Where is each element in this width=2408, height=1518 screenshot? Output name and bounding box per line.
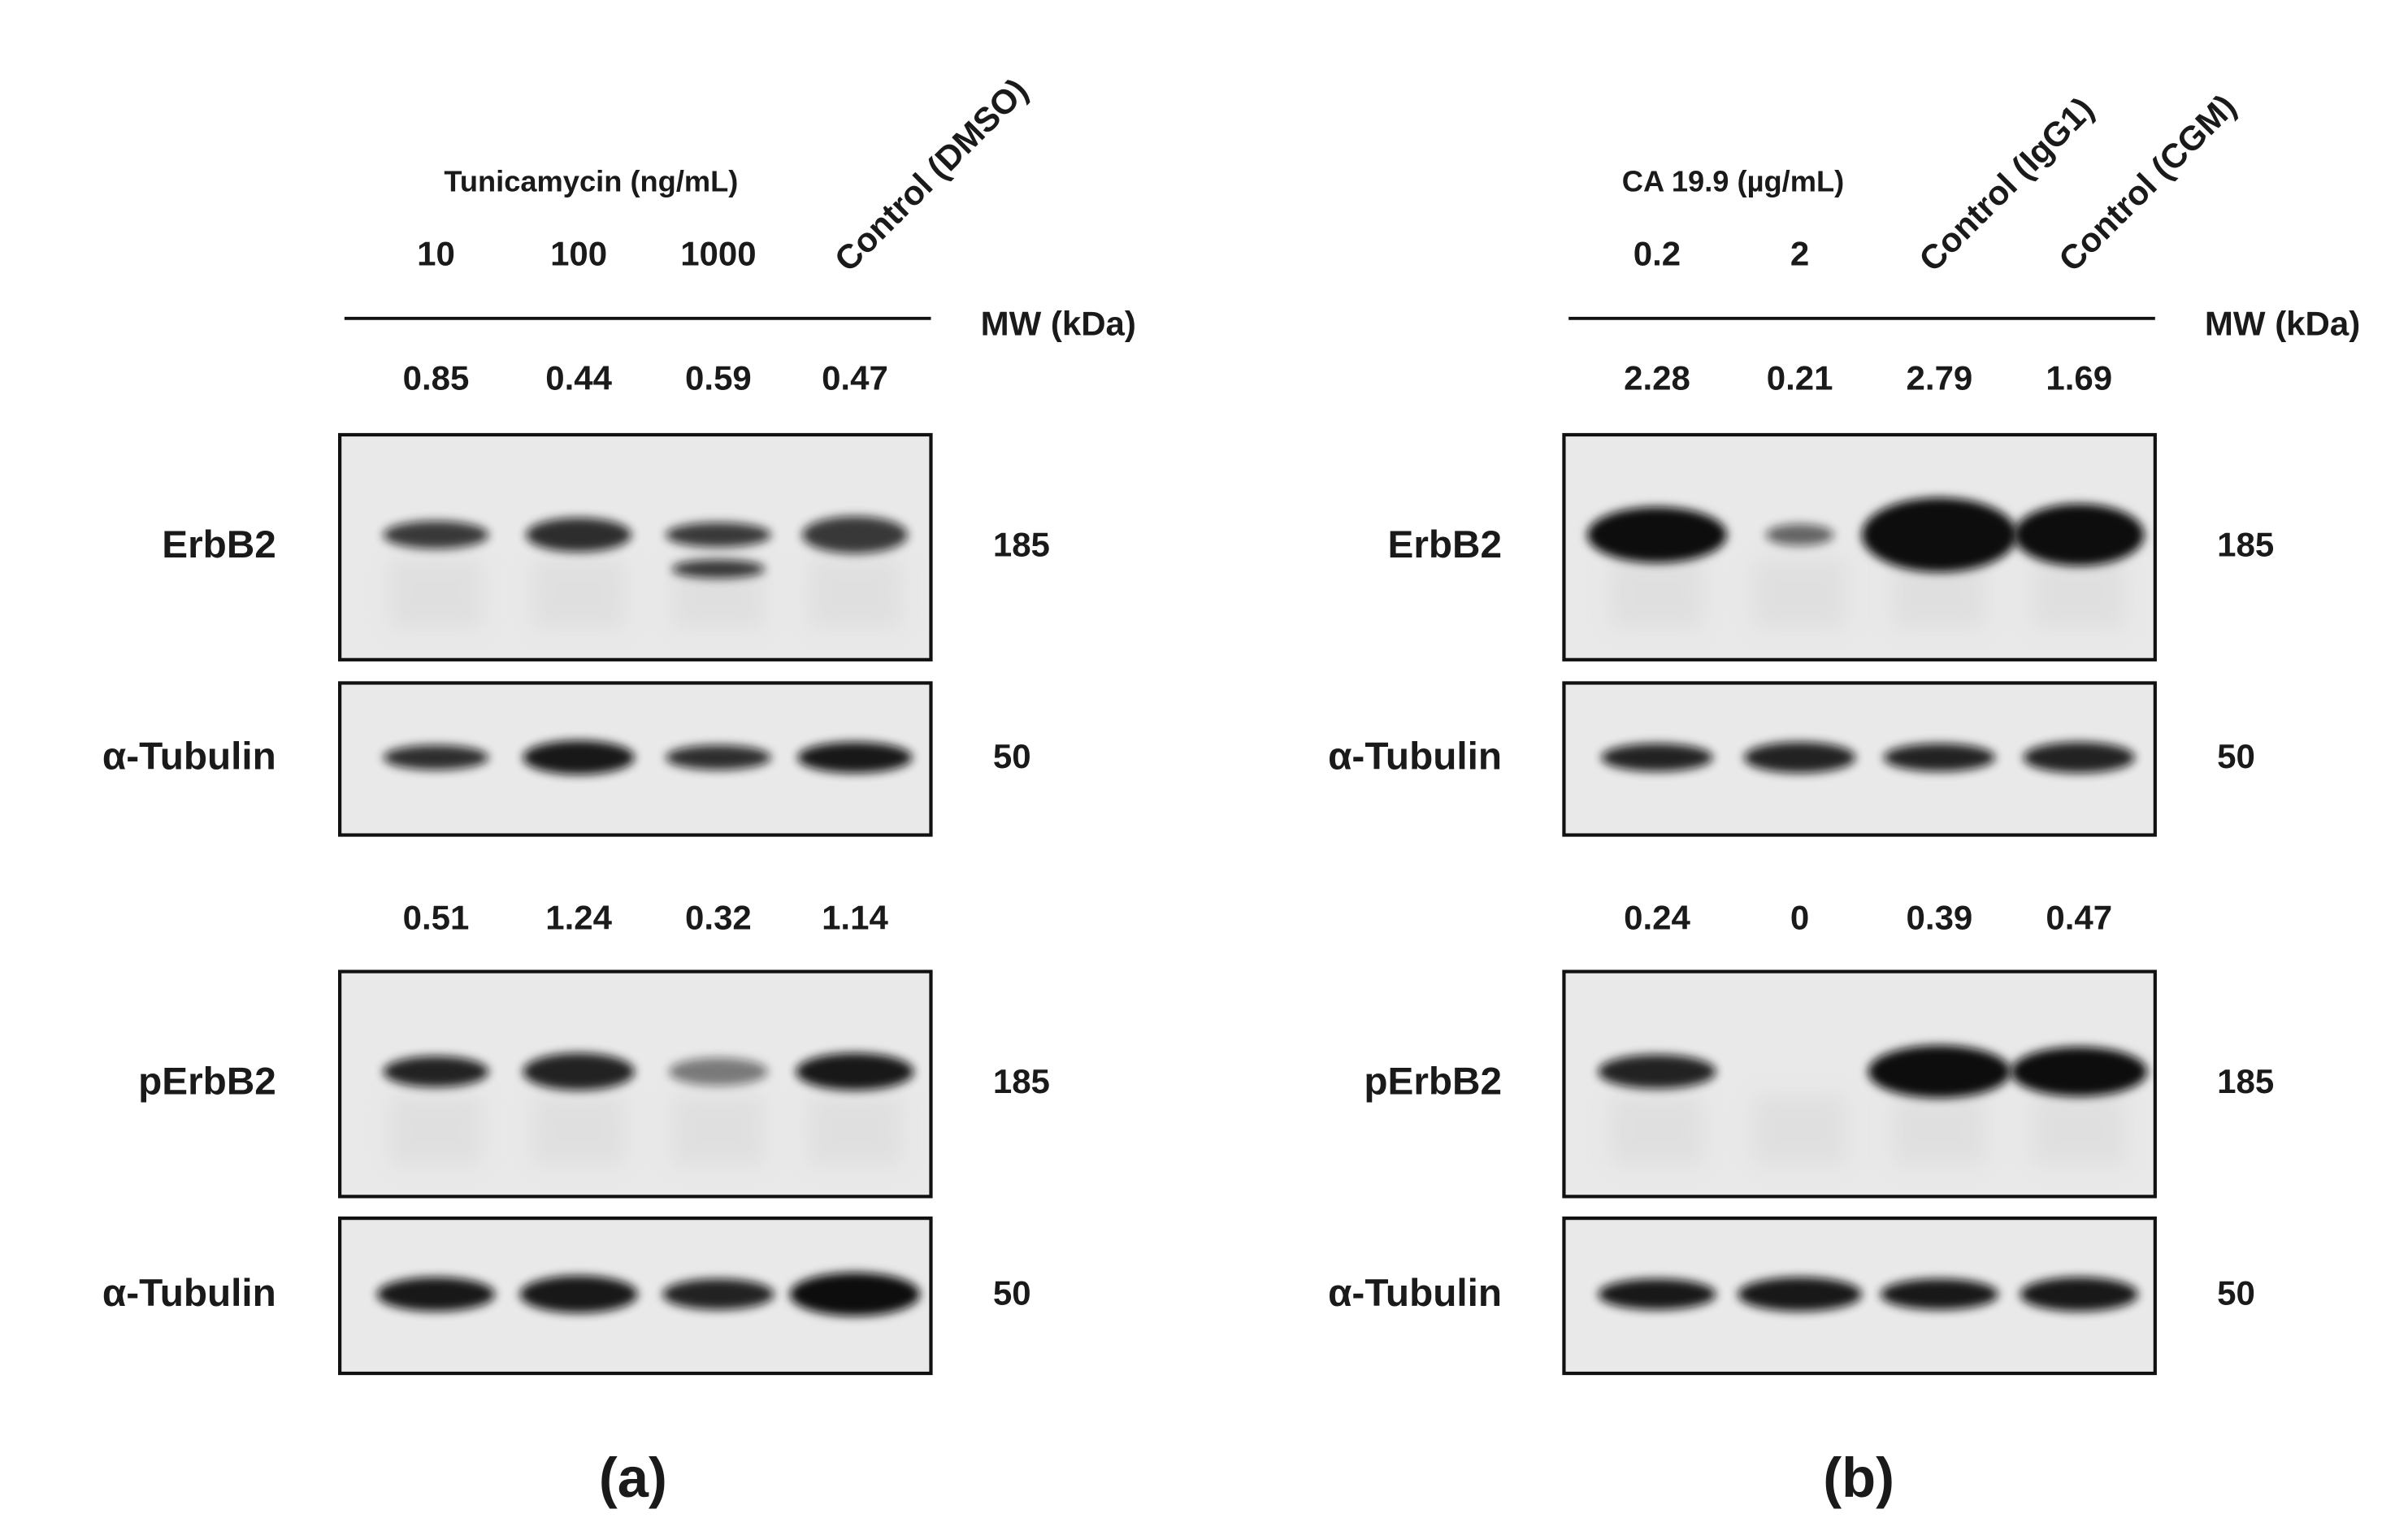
band: [1738, 1277, 1862, 1312]
band: [796, 1052, 914, 1091]
band: [383, 1056, 489, 1087]
treatment-label: CA 19.9 (µg/mL): [1622, 164, 1844, 197]
mw-value: 50: [993, 1274, 1031, 1312]
lane-label: 0.2: [1634, 235, 1681, 273]
protein-label: pErbB2: [138, 1060, 276, 1104]
band: [383, 744, 489, 770]
lane-label: 10: [417, 235, 455, 273]
smear: [389, 557, 483, 628]
smear: [808, 1095, 902, 1165]
panel: Tunicamycin (ng/mL) 10 100 1000 Control (DMS…: [102, 71, 1136, 1509]
band: [519, 1275, 638, 1313]
mw-value: 50: [2217, 737, 2255, 775]
panel-label: (b): [1823, 1446, 1894, 1509]
smear: [1893, 1095, 1986, 1165]
density-value: 1.69: [2046, 358, 2112, 397]
density-value: 0.47: [822, 358, 888, 397]
band: [1587, 506, 1727, 563]
protein-label: ErbB2: [1388, 523, 1503, 566]
mw-value: 185: [2217, 1062, 2274, 1100]
band: [2014, 503, 2145, 566]
density-value: 0.51: [403, 899, 470, 937]
mw-value: 50: [993, 737, 1031, 775]
density-value: 0.85: [403, 358, 470, 397]
lane-label: 1000: [680, 235, 756, 273]
smear: [1753, 557, 1846, 628]
density-value: 0.47: [2046, 899, 2112, 937]
band: [662, 1278, 774, 1310]
smear: [2032, 557, 2126, 628]
lane-label: 100: [550, 235, 607, 273]
smear: [531, 1095, 626, 1165]
density-value: 1.14: [822, 899, 888, 937]
band: [2023, 741, 2135, 774]
band: [1883, 743, 1996, 772]
density-value: 2.79: [1907, 358, 1973, 397]
band: [526, 518, 632, 553]
protein-label: α-Tubulin: [1328, 735, 1502, 779]
treatment-label: Tunicamycin (ng/mL): [444, 164, 738, 197]
smear: [671, 1095, 766, 1165]
density-value: 0.32: [685, 899, 752, 937]
density-value: 1.24: [545, 899, 612, 937]
band: [383, 520, 489, 549]
band: [1861, 497, 2017, 572]
smear: [1610, 557, 1704, 628]
density-value: 0.39: [1907, 899, 1973, 937]
mw-value: 50: [2217, 1274, 2255, 1312]
band: [666, 522, 771, 548]
protein-label: pErbB2: [1364, 1060, 1502, 1104]
mw-header: MW (kDa): [981, 304, 1136, 342]
density-value: 0.59: [685, 358, 752, 397]
band: [376, 1277, 496, 1312]
band: [1765, 523, 1834, 546]
band: [789, 1272, 921, 1316]
band: [802, 516, 908, 554]
smear: [1610, 1095, 1704, 1165]
band: [668, 1057, 769, 1086]
smear: [531, 557, 626, 628]
panel: CA 19.9 (µg/mL)0.2 2 Control (IgG1)Control…: [1328, 87, 2360, 1509]
mw-value: 185: [2217, 525, 2274, 563]
mw-header: MW (kDa): [2205, 304, 2360, 342]
density-value: 2.28: [1624, 358, 1690, 397]
band: [1868, 1045, 2011, 1099]
band: [2020, 1277, 2138, 1312]
mw-value: 185: [993, 1062, 1050, 1100]
protein-label: α-Tubulin: [102, 1272, 276, 1315]
density-value: 0.21: [1767, 358, 1833, 397]
band: [523, 1052, 635, 1091]
smear: [1753, 1095, 1846, 1165]
smear: [2032, 1095, 2126, 1165]
smear: [389, 1095, 483, 1165]
band: [1743, 741, 1856, 774]
protein-label: ErbB2: [162, 523, 276, 566]
protein-label: α-Tubulin: [102, 735, 276, 779]
band: [797, 741, 913, 774]
band: [671, 559, 766, 579]
band: [1598, 1054, 1716, 1089]
lane-label: Control (DMSO): [827, 71, 1035, 279]
band: [1601, 743, 1713, 772]
smear: [808, 557, 902, 628]
band: [2011, 1047, 2148, 1097]
band: [666, 744, 771, 770]
protein-label: α-Tubulin: [1328, 1272, 1502, 1315]
band: [523, 740, 635, 775]
density-value: 0.24: [1624, 899, 1690, 937]
panel-label: (a): [599, 1446, 667, 1509]
density-value: 0.44: [545, 358, 612, 397]
band: [1598, 1278, 1716, 1310]
lane-label: 2: [1790, 235, 1809, 273]
mw-value: 185: [993, 525, 1050, 563]
density-value: 0: [1790, 899, 1809, 937]
band: [1880, 1278, 1998, 1310]
